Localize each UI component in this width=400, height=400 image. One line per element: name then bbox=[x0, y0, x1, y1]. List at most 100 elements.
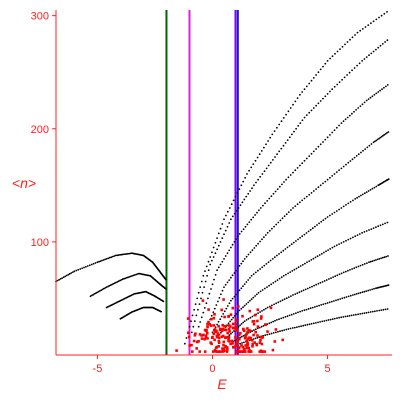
red-point bbox=[204, 336, 208, 339]
data-point bbox=[377, 225, 380, 228]
red-point bbox=[247, 329, 250, 332]
data-point bbox=[216, 248, 219, 251]
data-point bbox=[304, 262, 306, 265]
red-point bbox=[252, 333, 255, 337]
data-point bbox=[296, 167, 299, 169]
data-point bbox=[299, 310, 301, 313]
data-point bbox=[224, 283, 227, 286]
data-point bbox=[251, 315, 254, 318]
data-point bbox=[286, 246, 289, 249]
data-point bbox=[302, 324, 305, 327]
data-point bbox=[312, 190, 315, 192]
data-point bbox=[370, 143, 373, 145]
data-point bbox=[235, 293, 238, 296]
data-point bbox=[209, 256, 212, 258]
data-point bbox=[282, 274, 285, 277]
data-point bbox=[352, 236, 354, 239]
data-point bbox=[373, 186, 376, 189]
data-point bbox=[368, 54, 370, 57]
red-point bbox=[251, 342, 254, 346]
data-point bbox=[383, 12, 386, 15]
data-point bbox=[305, 85, 308, 88]
data-point bbox=[259, 207, 262, 209]
red-point bbox=[249, 350, 252, 353]
data-point bbox=[242, 260, 244, 263]
data-point bbox=[264, 334, 267, 337]
data-point bbox=[361, 193, 364, 196]
data-point bbox=[275, 302, 278, 305]
red-point bbox=[221, 350, 225, 353]
data-point bbox=[299, 164, 301, 167]
red-point bbox=[191, 350, 194, 353]
data-point bbox=[383, 86, 385, 89]
data-point bbox=[361, 291, 364, 294]
data-point bbox=[384, 41, 386, 43]
data-point bbox=[248, 169, 251, 172]
data-point bbox=[121, 278, 124, 281]
data-point bbox=[375, 92, 378, 95]
red-point bbox=[244, 344, 247, 347]
data-point bbox=[245, 319, 248, 321]
data-point bbox=[131, 275, 134, 277]
data-point bbox=[278, 150, 281, 153]
data-point bbox=[259, 290, 262, 293]
data-point bbox=[258, 336, 261, 338]
data-point bbox=[196, 297, 199, 300]
data-point bbox=[350, 314, 353, 317]
red-point bbox=[216, 335, 219, 339]
data-point bbox=[360, 151, 362, 154]
data-point bbox=[233, 295, 236, 298]
data-point bbox=[329, 176, 331, 179]
data-point bbox=[249, 251, 252, 254]
data-point bbox=[198, 303, 201, 305]
data-point bbox=[105, 258, 108, 260]
data-point bbox=[250, 166, 253, 169]
data-point bbox=[384, 133, 387, 135]
data-point bbox=[279, 219, 282, 222]
red-point bbox=[194, 332, 197, 335]
data-point bbox=[286, 139, 289, 142]
data-point bbox=[235, 313, 238, 315]
data-point bbox=[319, 321, 321, 323]
data-point bbox=[211, 283, 214, 286]
red-point bbox=[207, 308, 210, 311]
data-point bbox=[272, 282, 275, 284]
ticks: -5 0 5 100 200 300 bbox=[31, 11, 331, 375]
data-point bbox=[302, 289, 305, 292]
data-point bbox=[212, 311, 215, 314]
data-point bbox=[352, 294, 354, 296]
data-point bbox=[333, 173, 336, 175]
y-tick-label: 300 bbox=[31, 11, 49, 23]
data-point bbox=[353, 267, 356, 270]
data-point bbox=[59, 278, 62, 280]
data-point bbox=[292, 313, 295, 315]
data-point bbox=[241, 201, 244, 204]
data-point bbox=[289, 271, 292, 273]
data-point bbox=[345, 204, 347, 206]
data-point bbox=[361, 28, 364, 30]
red-point bbox=[220, 329, 224, 333]
data-point bbox=[192, 325, 195, 328]
data-point bbox=[315, 104, 317, 107]
data-point bbox=[349, 294, 352, 297]
data-point bbox=[257, 242, 259, 245]
data-point bbox=[251, 330, 254, 332]
data-point bbox=[219, 318, 222, 321]
data-point bbox=[307, 230, 310, 233]
data-point bbox=[356, 64, 358, 67]
data-point bbox=[355, 313, 357, 316]
data-point bbox=[277, 221, 280, 224]
data-point bbox=[236, 192, 239, 194]
red-point bbox=[212, 324, 216, 327]
data-point bbox=[127, 276, 129, 279]
red-point bbox=[246, 344, 249, 347]
data-point bbox=[363, 101, 366, 104]
data-point bbox=[357, 292, 360, 295]
data-point bbox=[110, 256, 113, 259]
data-point bbox=[365, 56, 368, 58]
data-point bbox=[300, 290, 303, 293]
data-point bbox=[286, 315, 289, 318]
data-point bbox=[280, 276, 283, 279]
data-point bbox=[301, 235, 304, 238]
data-point bbox=[250, 274, 253, 277]
